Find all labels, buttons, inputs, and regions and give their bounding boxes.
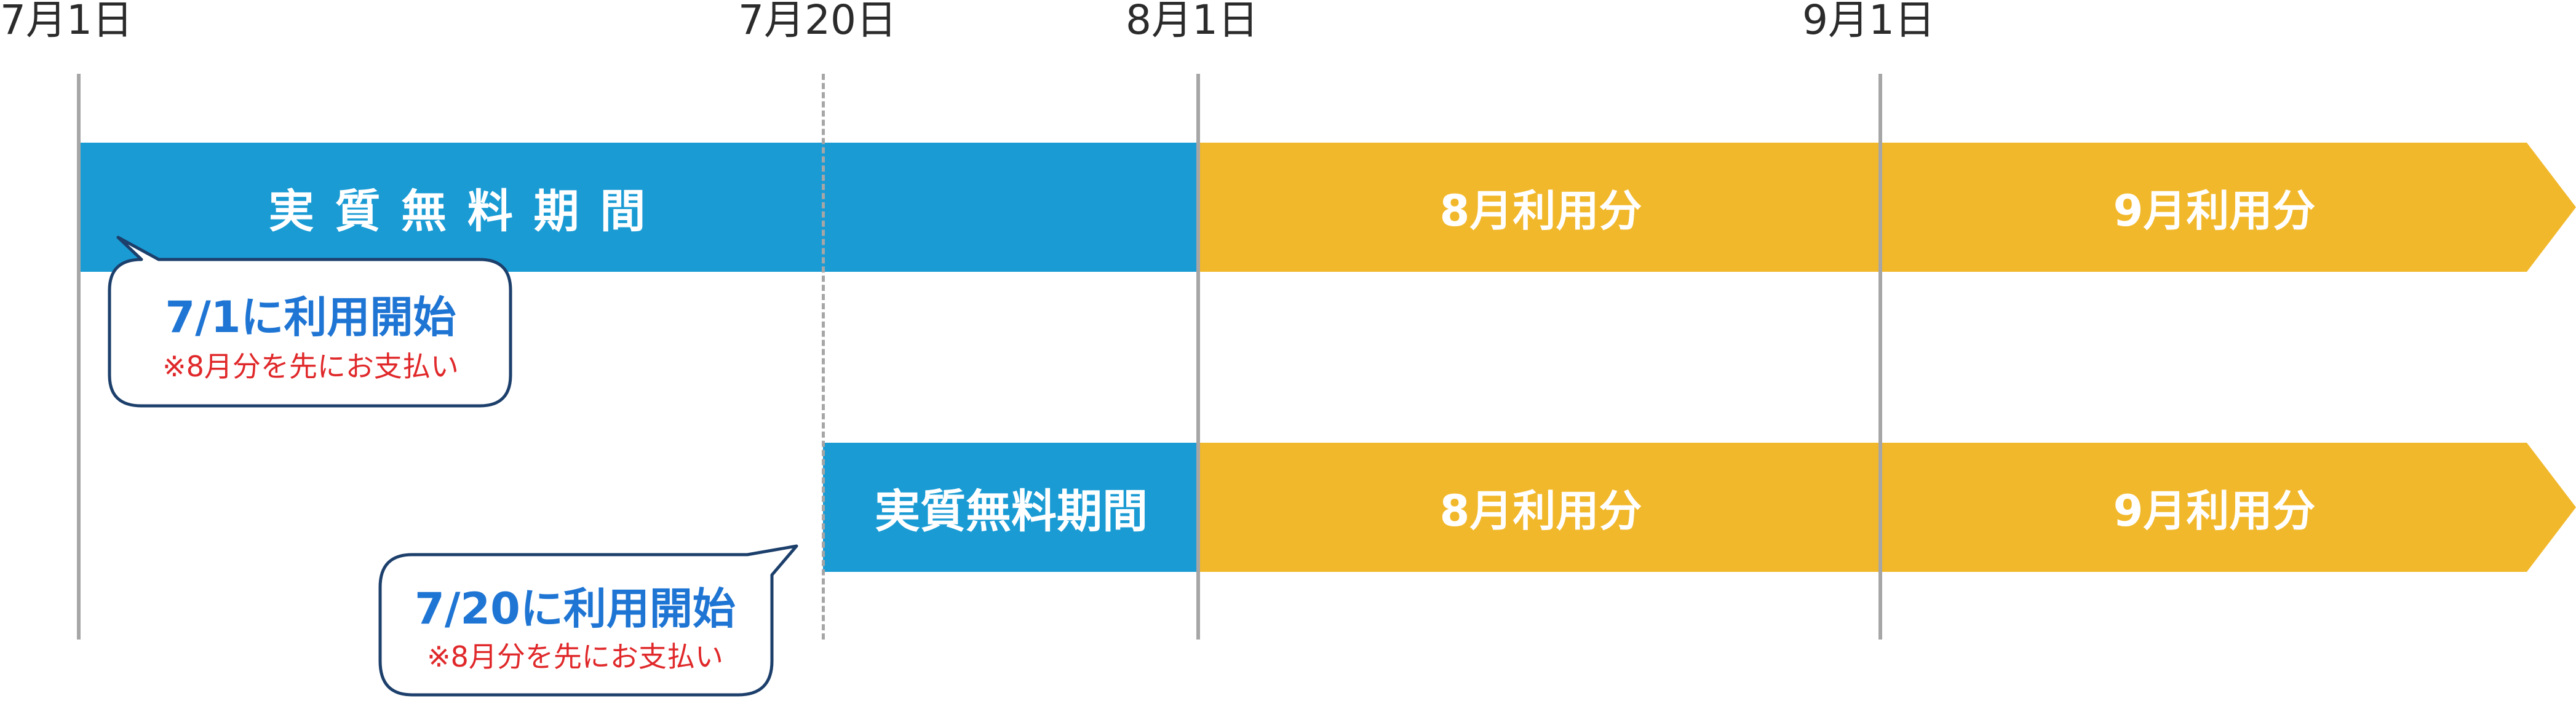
free-period-bar-row1: 実 質 無 料 期 間 [80,143,1199,272]
date-label-jul1: 7月1日 [0,0,133,44]
date-label-aug1: 8月1日 [1126,0,1258,44]
callout-note-jul1: ※8月分を先にお支払い [162,350,459,383]
callout-note-jul20: ※8月分を先にお支払い [427,640,723,673]
paid-arrow-row2-shape [1198,443,2576,572]
paid-arrow-row1-shape [1198,143,2576,272]
free-period-bar-row2: 実質無料期間 [823,443,1199,572]
free-period-label-row2: 実質無料期間 [875,485,1148,538]
aug-usage-label-row2: 8月利用分 [1439,485,1642,536]
marker-line-jul20 [822,74,825,640]
marker-line-sep1 [1878,74,1882,640]
sep-usage-label-row1: 9月利用分 [2113,185,2316,236]
callout-title-jul20: 7/20に利用開始 [415,584,736,634]
paid-arrow-row2 [1198,443,2576,572]
free-period-label-row1: 実 質 無 料 期 間 [268,184,648,238]
callout-title-jul1: 7/1に利用開始 [165,292,456,343]
aug-usage-label-row1: 8月利用分 [1439,185,1642,236]
date-label-jul20: 7月20日 [738,0,897,44]
marker-line-aug1 [1196,74,1200,640]
date-label-sep1: 9月1日 [1802,0,1935,44]
start-callout-jul20: 7/20に利用開始 ※8月分を先にお支払い [375,541,800,701]
sep-usage-label-row2: 9月利用分 [2113,485,2316,536]
start-callout-jul1: 7/1に利用開始 ※8月分を先にお支払い [105,234,517,412]
callout-bubble-jul1 [108,236,512,408]
marker-line-jul1 [77,74,81,640]
paid-arrow-row1 [1198,143,2576,272]
callout-bubble-jul20 [378,544,798,697]
